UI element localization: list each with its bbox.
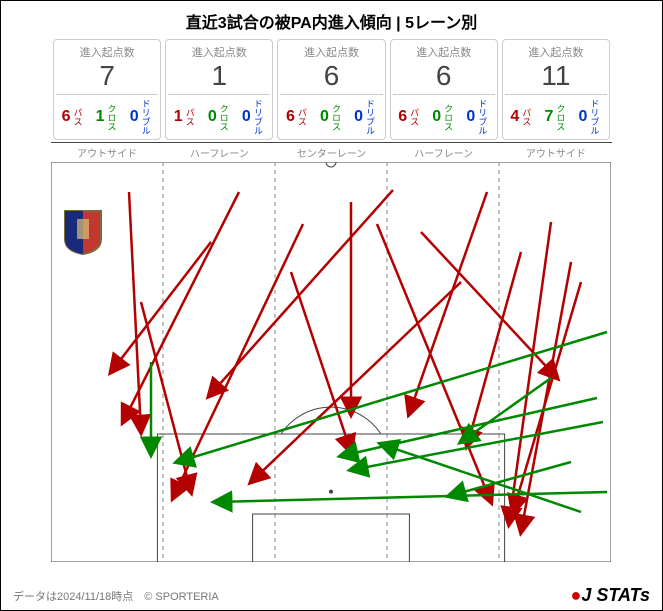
lane-name: センターレーン [275,143,387,162]
lane-name: アウトサイド [500,143,612,162]
breakdown-label: ドリブル [364,99,377,135]
breakdown-value: 6 [62,108,71,126]
footer-note: データは2024/11/18時点 © SPORTERIA [13,588,219,604]
breakdown-value: 4 [510,108,519,126]
lane-breakdown: 6パス0クロス0ドリブル [280,99,382,135]
brand-logo: ●J STATs [570,585,650,606]
breakdown-item: 4パス [510,99,533,135]
breakdown-value: 7 [544,108,553,126]
lane-stat: 進入起点数11 4パス 7クロス 0ドリブル [502,39,610,140]
pitch-svg [51,162,611,562]
breakdown-item: 0クロス [432,99,455,135]
lane-names-row: アウトサイドハーフレーンセンターレーンハーフレーンアウトサイド [51,143,612,162]
brand-stats: STATs [591,585,650,605]
lane-breakdown: 1パス0クロス0ドリブル [168,99,270,135]
breakdown-label: クロス [330,104,343,131]
lane-name: ハーフレーン [163,143,275,162]
breakdown-value: 0 [320,108,329,126]
breakdown-value: 0 [579,108,588,126]
lane-stat-label: 進入起点数 [505,44,607,60]
lane-breakdown: 6パス0クロス0ドリブル [393,99,495,135]
lane-stat-total: 6 [393,60,495,95]
lane-stat-label: 進入起点数 [393,44,495,60]
breakdown-value: 1 [174,108,183,126]
team-logo [63,209,103,255]
breakdown-item: 0ドリブル [354,99,377,135]
lane-name: ハーフレーン [388,143,500,162]
breakdown-label: ドリブル [588,99,601,135]
brand-dot: ● [570,585,581,605]
breakdown-item: 0ドリブル [579,99,602,135]
breakdown-item: 0ドリブル [242,99,265,135]
breakdown-value: 0 [242,108,251,126]
breakdown-item: 0ドリブル [130,99,153,135]
lane-breakdown: 6パス 1クロス 0ドリブル [56,99,158,135]
breakdown-label: パス [71,108,84,126]
lane-stat: 進入起点数66パス0クロス0ドリブル [390,39,498,140]
breakdown-item: 0クロス [208,99,231,135]
breakdown-label: パス [520,108,533,126]
lane-stat-total: 11 [505,60,607,95]
breakdown-label: クロス [442,104,455,131]
breakdown-label: ドリブル [252,99,265,135]
lane-stats-row: 進入起点数76パス1クロス0ドリブル進入起点数11パス0クロス0ドリブル進入起点… [51,37,612,143]
breakdown-label: パス [408,108,421,126]
breakdown-label: パス [296,108,309,126]
lane-stat-label: 進入起点数 [280,44,382,60]
breakdown-item: 7クロス [544,99,567,135]
breakdown-item: 1パス [174,99,197,135]
lane-stat-total: 7 [56,60,158,95]
chart-container: 直近3試合の被PA内進入傾向 | 5レーン別 進入起点数76パス1クロス0ドリブ… [0,0,663,611]
breakdown-label: ドリブル [476,99,489,135]
breakdown-item: 1クロス [96,99,119,135]
breakdown-label: クロス [218,104,231,131]
breakdown-value: 0 [208,108,217,126]
lane-stat-total: 6 [280,60,382,95]
breakdown-item: 6パス [398,99,421,135]
breakdown-value: 0 [354,108,363,126]
breakdown-value: 0 [432,108,441,126]
breakdown-value: 1 [96,108,105,126]
breakdown-value: 0 [130,108,139,126]
lane-stat-label: 進入起点数 [56,44,158,60]
breakdown-value: 0 [466,108,475,126]
lane-stat: 進入起点数7 6パス 1クロス 0ドリブル [53,39,161,140]
lane-stat-label: 進入起点数 [168,44,270,60]
breakdown-item: 6パス [62,99,85,135]
lane-stat: 進入起点数11パス0クロス0ドリブル [165,39,273,140]
pitch-wrap: 進入起点数76パス1クロス0ドリブル進入起点数11パス0クロス0ドリブル進入起点… [1,37,662,567]
lane-breakdown: 4パス 7クロス 0ドリブル [505,99,607,135]
chart-title: 直近3試合の被PA内進入傾向 | 5レーン別 [1,1,662,37]
lane-name: アウトサイド [51,143,163,162]
lane-stat: 進入起点数66パス0クロス0ドリブル [277,39,385,140]
breakdown-value: 6 [286,108,295,126]
footer: データは2024/11/18時点 © SPORTERIA ●J STATs [1,585,662,606]
breakdown-item: 0クロス [320,99,343,135]
breakdown-value: 6 [398,108,407,126]
brand-j: J [581,585,591,605]
breakdown-label: ドリブル [140,99,153,135]
breakdown-label: クロス [106,104,119,131]
breakdown-label: パス [184,108,197,126]
breakdown-label: クロス [554,104,567,131]
breakdown-item: 0ドリブル [466,99,489,135]
lane-stat-total: 1 [168,60,270,95]
breakdown-item: 6パス [286,99,309,135]
